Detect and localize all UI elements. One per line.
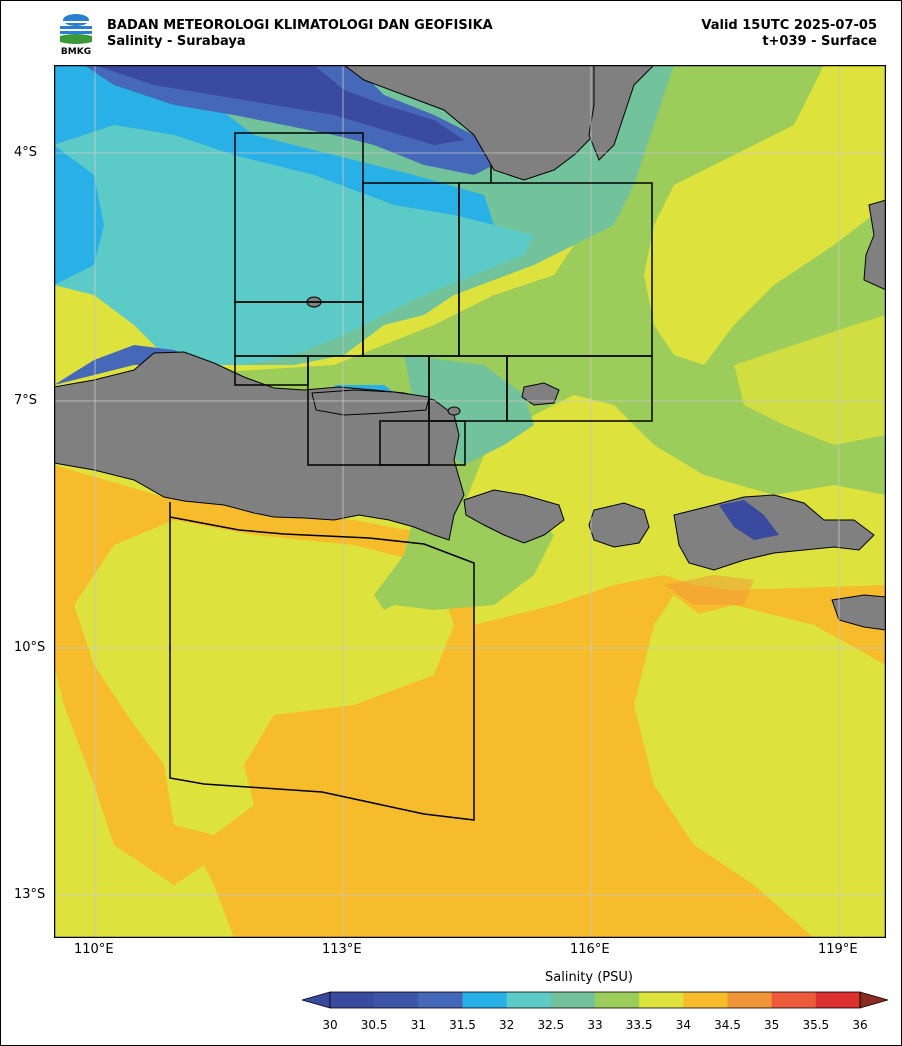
colorbar-segment [727,992,773,1008]
colorbar-tick-label: 34 [675,1018,691,1032]
colorbar-tick-label: 30 [322,1018,338,1032]
colorbar-tick-label: 31 [410,1018,426,1032]
lon-label-110e: 110°E [74,942,114,957]
map-subtitle: Salinity - Surabaya [107,34,246,49]
colorbar-segment [462,992,508,1008]
land-kangean [521,382,560,406]
contour-30-5 [94,65,464,145]
contour-31-5 [54,65,494,225]
colorbar-segment [374,992,419,1008]
lon-label-113e: 113°E [322,942,362,957]
gridlines [54,65,886,938]
colorbar-tick-label: 32.5 [537,1018,565,1032]
land-islet [447,406,461,416]
land-kalimantan-east [588,65,655,161]
land-lombok [588,502,650,548]
lat-label-4s: 4°S [14,145,38,160]
contour-31-5-west [54,145,104,285]
lat-label-13s: 13°S [14,887,46,902]
colorbar-tick-label: 31.5 [449,1018,476,1032]
valid-time: Valid 15UTC 2025-07-05 [701,18,877,33]
contour-34-5-patch [664,575,754,605]
colorbar-segment [506,992,552,1008]
colorbar-segment [639,992,684,1008]
colorbar-segment [683,992,728,1008]
contour-33-5-se [744,785,886,905]
colorbar [302,991,888,1009]
colorbar-tick-label: 30.5 [360,1018,388,1032]
colorbar-tick-label: 33.5 [625,1018,653,1032]
colorbar-title: Salinity (PSU) [545,970,633,985]
contour-32 [54,125,534,365]
colorbar-tick-label: 35 [764,1018,780,1032]
lon-label-119e: 119°E [818,942,858,957]
organization-title: BADAN METEOROLOGI KLIMATOLOGI DAN GEOFIS… [107,18,493,33]
colorbar-segment [550,992,596,1008]
salinity-map [54,65,886,938]
colorbar-segment [330,992,375,1008]
logo-text: BMKG [61,47,91,56]
area-box-9 [379,420,466,466]
contour-33-5-strip [644,65,886,365]
colorbar-extend-high [859,991,888,1009]
forecast-areas [169,132,653,821]
lat-label-10s: 10°S [14,640,46,655]
land-madura [311,389,430,416]
colorbar-segment [771,992,817,1008]
colorbar-tick-label: 33 [587,1018,603,1032]
contour-31 [84,65,494,175]
area-box-south [169,502,475,821]
contour-33-5-east-sea [734,315,886,445]
colorbar-border [329,991,861,1009]
colorbar-segment [418,992,463,1008]
lat-label-7s: 7°S [14,393,38,408]
colorbar-segment [815,992,861,1008]
land-sulawesi [863,199,886,291]
forecast-step: t+039 - Surface [762,34,877,49]
colorbar-segment [595,992,640,1008]
contour-33-5-tongue [74,520,454,835]
colorbar-extend-low [302,991,331,1009]
colorbar-tick-label: 34.5 [714,1018,741,1032]
area-box-8 [506,355,653,422]
contour-33-5-east [654,605,886,765]
colorbar-tick-label: 32 [499,1018,515,1032]
colorbar-tick-label: 35.5 [802,1018,830,1032]
bmkg-logo: BMKG [60,14,92,56]
colorbar-tick-label: 36 [852,1018,868,1032]
land-bali [463,489,565,544]
map-border [54,65,886,938]
sumbawa-bay [719,500,779,540]
lon-label-116e: 116°E [570,942,610,957]
